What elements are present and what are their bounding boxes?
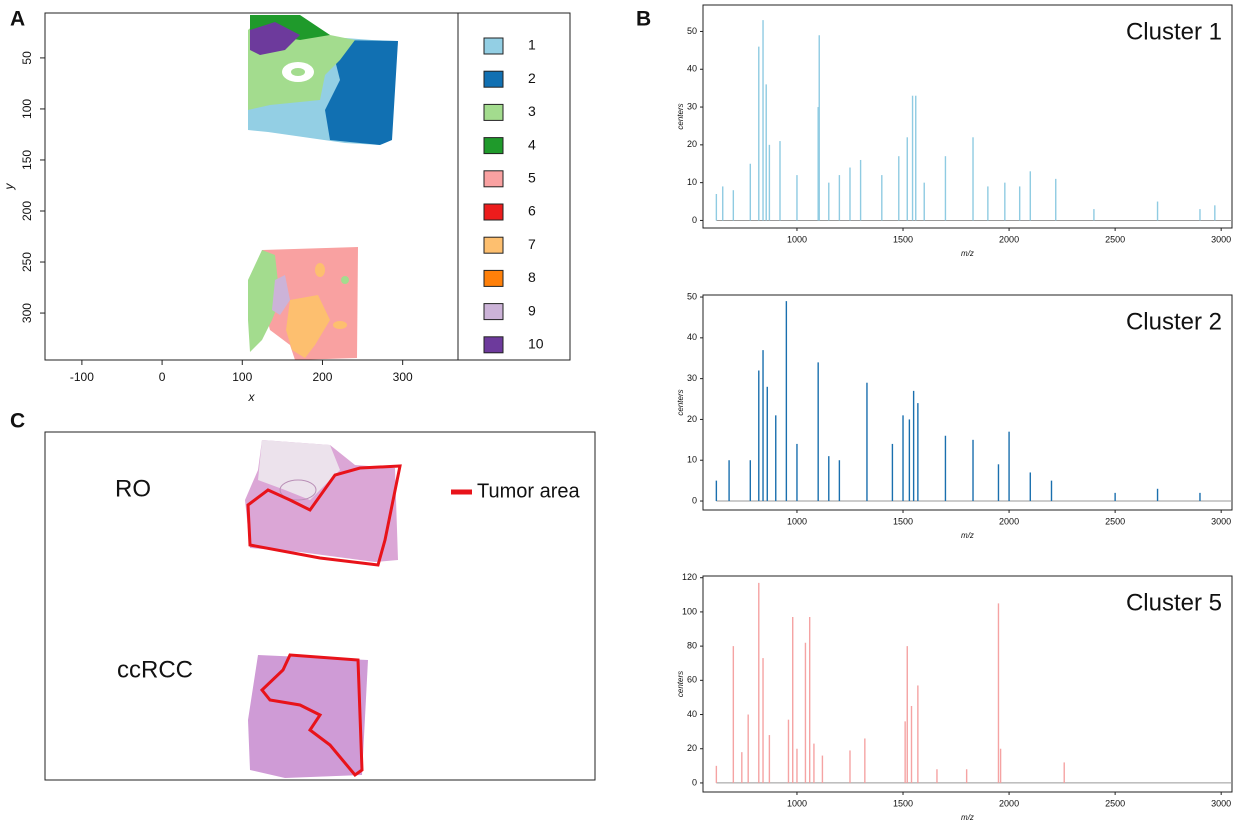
- legend-label: 4: [528, 136, 536, 152]
- legend-label: Tumor area: [477, 480, 581, 502]
- histology-ccrcc: [248, 653, 368, 778]
- x-axis-label: m/z: [961, 531, 974, 540]
- legend-swatch: [483, 37, 504, 55]
- y-tick-label: 0: [692, 777, 697, 787]
- y-tick-label: 50: [20, 51, 34, 65]
- y-tick-label: 100: [682, 606, 697, 616]
- legend-label: 9: [528, 302, 536, 318]
- chart-title: Cluster 2: [1126, 308, 1222, 335]
- legend-swatch: [483, 236, 504, 254]
- y-tick-label: 100: [20, 99, 34, 119]
- x-axis-label: x: [248, 390, 256, 404]
- y-tick-label: 50: [687, 26, 697, 36]
- y-tick-label: 80: [687, 640, 697, 650]
- section-label: RO: [115, 475, 151, 502]
- x-axis-label: m/z: [961, 813, 974, 822]
- legend-label: 8: [528, 269, 536, 285]
- x-tick-label: 1500: [893, 516, 913, 526]
- x-tick-label: 3000: [1211, 234, 1231, 244]
- legend-swatch: [483, 203, 504, 221]
- x-tick-label: 2500: [1105, 798, 1125, 808]
- y-tick-label: 150: [20, 150, 34, 170]
- y-tick-label: 20: [687, 139, 697, 149]
- x-tick-label: -100: [70, 370, 94, 384]
- y-axis-label: y: [2, 183, 16, 191]
- y-tick-label: 0: [692, 215, 697, 225]
- x-tick-label: 1000: [787, 234, 807, 244]
- y-tick-label: 60: [687, 675, 697, 685]
- plot-frame: [702, 294, 1233, 511]
- legend-label: 3: [528, 103, 536, 119]
- y-tick-label: 20: [687, 414, 697, 424]
- legend-swatch: [483, 103, 504, 121]
- x-tick-label: 3000: [1211, 798, 1231, 808]
- legend-label: 6: [528, 203, 536, 219]
- plot-frame: [702, 575, 1233, 793]
- y-axis-label: centers: [676, 103, 685, 129]
- legend-swatch: [483, 137, 504, 155]
- x-tick-label: 2000: [999, 798, 1019, 808]
- x-tick-label: 3000: [1211, 516, 1231, 526]
- legend-label: 1: [528, 37, 536, 53]
- legend-swatch: [483, 336, 504, 354]
- x-tick-label: 2500: [1105, 234, 1125, 244]
- y-tick-label: 40: [687, 64, 697, 74]
- x-tick-label: 200: [312, 370, 332, 384]
- y-tick-label: 200: [20, 201, 34, 221]
- x-axis-label: m/z: [961, 249, 974, 258]
- y-tick-label: 10: [687, 455, 697, 465]
- x-tick-label: 1000: [787, 516, 807, 526]
- plot-frame: [44, 12, 571, 361]
- y-tick-label: 120: [682, 572, 697, 582]
- section-label: ccRCC: [117, 656, 193, 683]
- panel-frame: [44, 431, 596, 781]
- legend-swatch: [483, 70, 504, 88]
- y-tick-label: 250: [20, 252, 34, 272]
- legend-swatch: [483, 269, 504, 287]
- y-tick-label: 0: [692, 495, 697, 505]
- x-tick-label: 1000: [787, 798, 807, 808]
- y-axis-label: centers: [676, 389, 685, 415]
- panel-label: B: [636, 8, 651, 31]
- x-tick-label: 2500: [1105, 516, 1125, 526]
- plot-frame: [702, 4, 1233, 229]
- y-tick-label: 30: [687, 373, 697, 383]
- y-tick-label: 30: [687, 101, 697, 111]
- x-tick-label: 300: [393, 370, 413, 384]
- y-axis-label: centers: [676, 671, 685, 697]
- panel-label: A: [10, 8, 25, 31]
- x-tick-label: 2000: [999, 516, 1019, 526]
- y-tick-label: 50: [687, 291, 697, 301]
- chart-title: Cluster 5: [1126, 589, 1222, 616]
- x-tick-label: 1500: [893, 798, 913, 808]
- legend-label: 7: [528, 236, 536, 252]
- y-tick-label: 40: [687, 332, 697, 342]
- x-tick-label: 2000: [999, 234, 1019, 244]
- panel-label: C: [10, 410, 25, 433]
- legend-swatch: [483, 303, 504, 321]
- histology-ro: [245, 440, 402, 567]
- y-tick-label: 40: [687, 709, 697, 719]
- chart-title: Cluster 1: [1126, 18, 1222, 45]
- x-tick-label: 100: [232, 370, 252, 384]
- legend-label: 2: [528, 70, 536, 86]
- segmentation-map: [248, 15, 398, 360]
- legend-label: 5: [528, 170, 536, 186]
- legend-swatch: [483, 170, 504, 188]
- y-tick-label: 20: [687, 743, 697, 753]
- x-tick-label: 1500: [893, 234, 913, 244]
- x-tick-label: 0: [159, 370, 166, 384]
- legend-label: 10: [528, 336, 544, 352]
- y-tick-label: 300: [20, 303, 34, 323]
- y-tick-label: 10: [687, 177, 697, 187]
